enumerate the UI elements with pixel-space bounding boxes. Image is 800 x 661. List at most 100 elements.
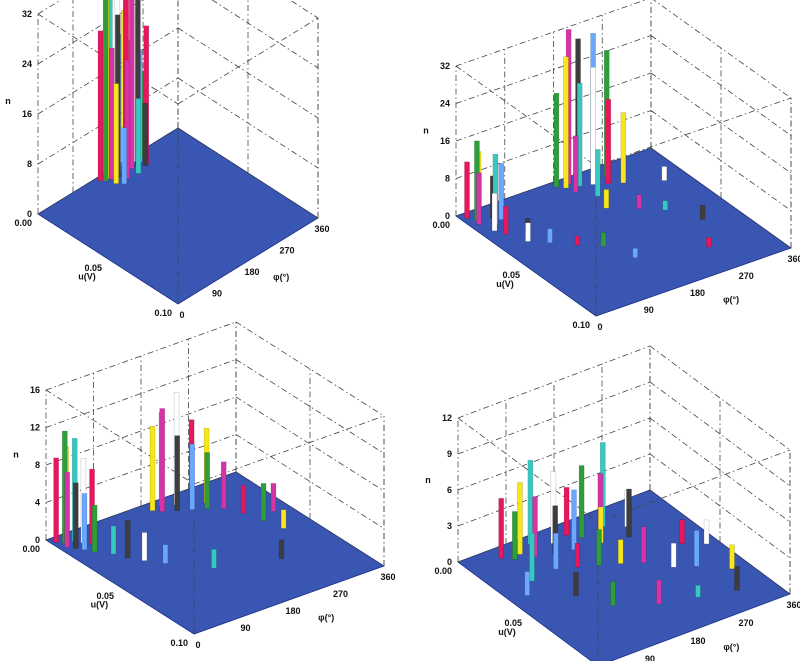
x-tick-label: 0.00	[22, 544, 40, 554]
z-axis-label: n	[425, 475, 431, 485]
wall-gridline	[235, 321, 385, 417]
y-tick-label: 270	[279, 246, 294, 256]
z-tick-label: 8	[27, 159, 32, 169]
z-tick-label: 0	[445, 211, 450, 221]
bar	[571, 489, 577, 551]
x-tick-label: 0.00	[434, 566, 452, 576]
bar	[553, 92, 560, 188]
x-tick-label: 0.10	[154, 308, 172, 318]
z-axis-label: n	[423, 126, 429, 136]
z-tick-label: 0	[447, 557, 452, 567]
y-tick-label: 360	[314, 224, 329, 234]
bar	[703, 519, 710, 545]
bar	[91, 504, 98, 553]
bar	[135, 98, 142, 174]
z-tick-label: 8	[35, 460, 40, 470]
bar	[53, 457, 59, 543]
bar	[600, 232, 607, 247]
bar	[679, 519, 685, 544]
bar	[97, 30, 104, 182]
y-tick-label: 180	[690, 636, 705, 646]
bar	[636, 194, 642, 209]
y-tick-label: 180	[285, 606, 300, 616]
z-tick-label: 16	[440, 136, 450, 146]
y-axis-label: φ(°)	[723, 642, 739, 652]
bar	[149, 426, 156, 511]
chart-panel-bottom-left: 0 4 8 12 16 n 0.00 0.05 0.10 u(V) 0 90 180 270 360 φ(°)	[13, 321, 396, 650]
bar	[73, 482, 79, 549]
bar	[529, 532, 535, 582]
bar	[656, 579, 662, 605]
wall-gridline	[235, 434, 385, 529]
z-tick-label: 24	[440, 99, 450, 109]
bar	[734, 566, 740, 591]
wall-gridline	[289, 0, 319, 19]
bar	[574, 235, 581, 246]
bar	[220, 461, 227, 509]
bar	[693, 530, 700, 567]
y-axis-label: φ(°)	[318, 613, 334, 623]
x-tick-label: 0.10	[572, 320, 590, 330]
wall-gridline	[653, 0, 792, 99]
bar	[553, 532, 559, 570]
z-tick-label: 6	[447, 485, 452, 495]
bar	[113, 83, 119, 184]
x-tick-label: 0.00	[14, 218, 32, 228]
bar	[603, 189, 610, 209]
z-tick-label: 32	[440, 61, 450, 71]
bar	[141, 532, 148, 561]
bar	[573, 571, 579, 597]
chart-panel-top-right: 0 8 16 24 32 n 0.00 0.05 0.10 u(V) 0 90 180 270 360 φ(°…	[423, 0, 800, 332]
bar	[620, 112, 627, 184]
bar	[260, 483, 267, 522]
bar	[174, 435, 180, 511]
bar	[532, 496, 538, 557]
bar	[211, 549, 217, 569]
z-tick-label: 12	[442, 413, 452, 423]
bar	[661, 166, 668, 181]
box-edge	[595, 97, 792, 167]
bar	[578, 465, 585, 538]
x-tick-label: 0.05	[84, 263, 102, 273]
wall-gridline	[235, 396, 385, 492]
y-tick-label: 0	[597, 322, 602, 332]
bar	[605, 99, 612, 184]
bar	[524, 571, 530, 596]
bar	[81, 493, 88, 551]
wall-gridline	[649, 381, 791, 487]
bar	[280, 509, 287, 529]
bar	[204, 452, 210, 510]
z-tick-label: 32	[22, 9, 32, 19]
x-axis-label: u(V)	[78, 272, 96, 282]
y-tick-label: 270	[333, 589, 348, 599]
wall-gridline	[177, 77, 319, 169]
bar	[124, 59, 131, 179]
z-tick-label: 3	[447, 521, 452, 531]
bar	[498, 163, 505, 220]
wall-gridline	[455, 72, 652, 142]
bar	[124, 520, 131, 559]
bar	[512, 511, 518, 560]
bar	[695, 584, 701, 598]
bar	[572, 135, 579, 193]
y-axis-label: φ(°)	[273, 272, 289, 282]
bar	[142, 102, 149, 166]
bar	[563, 487, 570, 536]
y-tick-label: 360	[786, 600, 800, 610]
bar	[464, 161, 470, 219]
x-axis-label: u(V)	[91, 600, 109, 610]
bar	[563, 56, 569, 189]
y-axis-label: φ(°)	[723, 295, 739, 305]
wall-gridline	[457, 345, 651, 419]
bar	[574, 543, 581, 568]
box-edge	[177, 17, 319, 105]
y-tick-label: 360	[787, 254, 800, 264]
bar	[491, 193, 498, 232]
wall-gridline	[649, 345, 791, 451]
bar	[576, 82, 583, 187]
box-edge	[455, 65, 597, 167]
bar	[270, 483, 277, 512]
bar	[110, 525, 117, 555]
wall-gridline	[649, 417, 791, 523]
